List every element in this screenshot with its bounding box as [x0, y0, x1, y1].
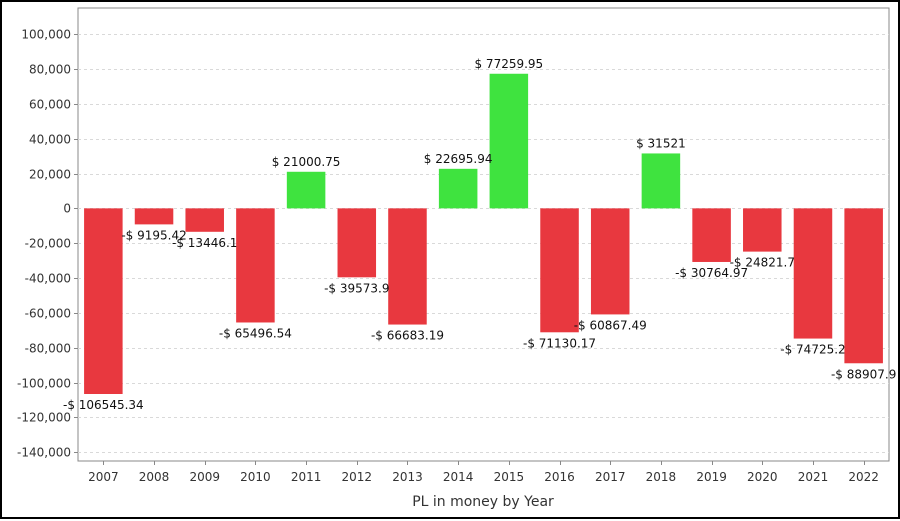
data-label: $ 21000.75 — [272, 155, 341, 169]
bar-2016 — [540, 208, 579, 333]
x-tick-label: 2016 — [544, 470, 575, 484]
bar-2014 — [438, 168, 478, 209]
y-tick-label: -60,000 — [25, 307, 71, 321]
y-tick-label: -80,000 — [25, 342, 71, 356]
y-tick-label: 100,000 — [21, 28, 71, 42]
x-tick-label: 2008 — [139, 470, 170, 484]
data-label: -$ 24821.7 — [730, 256, 795, 270]
bar-2009 — [185, 208, 224, 232]
bar-2020 — [743, 208, 782, 252]
x-tick-label: 2011 — [291, 470, 322, 484]
data-label: -$ 30764.97 — [675, 266, 748, 280]
data-label: -$ 66683.19 — [371, 329, 444, 343]
bar-2011 — [286, 171, 326, 209]
x-tick-label: 2009 — [189, 470, 220, 484]
y-tick-label: -120,000 — [17, 411, 71, 425]
data-label: -$ 9195.42 — [121, 228, 186, 242]
y-tick-label: 80,000 — [29, 63, 71, 77]
bar-2013 — [388, 208, 427, 325]
bar-2021 — [793, 208, 833, 339]
y-tick-label: -140,000 — [17, 446, 71, 460]
y-tick-label: 40,000 — [29, 133, 71, 147]
bar-2012 — [337, 208, 377, 278]
y-tick-label: -20,000 — [25, 237, 71, 251]
x-tick-label: 2010 — [240, 470, 271, 484]
x-tick-label: 2017 — [595, 470, 626, 484]
x-tick-label: 2019 — [696, 470, 727, 484]
x-tick-label: 2020 — [747, 470, 778, 484]
data-label: -$ 71130.17 — [523, 336, 596, 350]
bars — [84, 73, 883, 395]
y-tick-label: 20,000 — [29, 168, 71, 182]
axes: 100,000 80,000 60,000 40,000 20,000 0 -20,000 -… — [17, 28, 879, 485]
data-label: $ 22695.94 — [424, 152, 493, 166]
y-tick-label: -100,000 — [17, 377, 71, 391]
x-tick-label: 2007 — [88, 470, 119, 484]
data-label: $ 31521 — [636, 136, 686, 150]
bar-2010 — [236, 208, 275, 323]
bar-2022 — [844, 208, 883, 364]
bar-2015 — [489, 73, 529, 209]
data-label: -$ 13446.1 — [172, 236, 237, 250]
y-tick-label: -40,000 — [25, 272, 71, 286]
data-label: -$ 88907.9 — [831, 367, 896, 381]
data-label: -$ 65496.54 — [219, 326, 292, 340]
data-labels: -$ 106545.34 -$ 9195.42-$ 13446.1 -$ 65496… — [63, 57, 896, 412]
x-axis-title: PL in money by Year — [412, 494, 554, 510]
bar-2019 — [692, 208, 731, 262]
x-tick-label: 2012 — [342, 470, 373, 484]
x-tick-label: 2021 — [798, 470, 829, 484]
data-label: -$ 106545.34 — [63, 398, 144, 412]
data-label: -$ 39573.9 — [324, 281, 389, 295]
bar-2007 — [84, 208, 123, 395]
x-tick-label: 2015 — [494, 470, 525, 484]
x-tick-label: 2022 — [848, 470, 879, 484]
x-tick-label: 2013 — [392, 470, 423, 484]
x-tick-label: 2018 — [646, 470, 677, 484]
data-label: $ 77259.95 — [474, 57, 543, 71]
data-label: -$ 74725.2 — [780, 343, 845, 357]
bar-2018 — [641, 153, 681, 209]
y-tick-label: 0 — [63, 202, 71, 216]
data-label: -$ 60867.49 — [574, 318, 647, 332]
y-tick-label: 60,000 — [29, 98, 71, 112]
bar-2008 — [134, 208, 174, 225]
bar-2017 — [590, 208, 630, 315]
x-tick-label: 2014 — [443, 470, 474, 484]
